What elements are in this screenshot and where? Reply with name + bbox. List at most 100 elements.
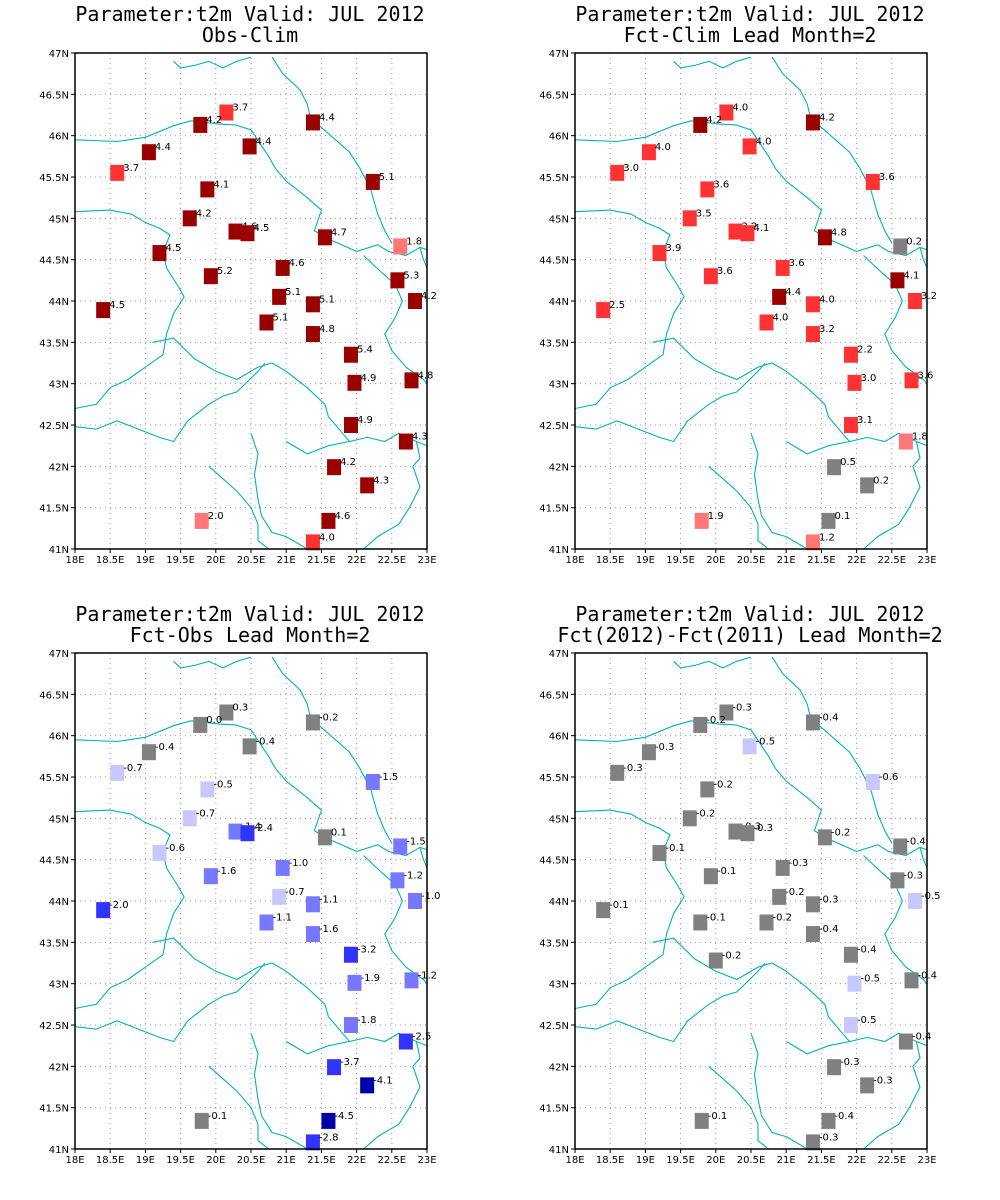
panel-title-line1: Parameter:t2m Valid: JUL 2012 — [75, 602, 424, 626]
lat-tick-label: 44.5N — [39, 856, 69, 867]
station-marker — [740, 225, 755, 242]
station-value-label: 2.0 — [208, 511, 224, 522]
station-marker — [360, 1077, 375, 1094]
country-borders — [75, 656, 427, 1149]
station-value-label: -1.8 — [357, 1015, 377, 1026]
station-value-label: 4.4 — [319, 112, 335, 123]
station-markers: 0.30.0-0.2-0.4-0.4-0.7-1.5-0.5-0.7-1.4-2… — [96, 703, 441, 1151]
station-value-label: -0.4 — [906, 836, 926, 847]
station-marker — [805, 326, 820, 343]
station-value-label: 5.4 — [357, 345, 373, 356]
lon-tick-label: 22E — [847, 1155, 866, 1166]
lat-tick-label: 45N — [49, 814, 69, 825]
station-value-label: -0.5 — [921, 891, 941, 902]
station-value-label: 4.0 — [819, 294, 835, 305]
lon-tick-label: 22.5E — [378, 1155, 407, 1166]
station-marker — [865, 773, 880, 790]
station-marker — [596, 302, 611, 319]
station-value-label: 3.7 — [123, 163, 139, 174]
station-value-label: 4.6 — [334, 511, 350, 522]
station-value-label: -0.3 — [819, 894, 839, 905]
lat-tick-label: 47N — [549, 649, 569, 660]
lat-tick-label: 46N — [49, 132, 69, 143]
station-marker — [596, 902, 611, 919]
lon-tick-label: 19E — [636, 1155, 655, 1166]
station-value-label: 4.8 — [319, 324, 335, 335]
station-marker — [275, 259, 290, 276]
station-marker — [693, 116, 708, 133]
lat-tick-label: 41N — [549, 1145, 569, 1156]
station-value-label: -0.2 — [706, 715, 726, 726]
station-value-label: -1.6 — [319, 924, 339, 935]
station-marker — [641, 144, 656, 161]
station-marker — [182, 810, 197, 827]
station-value-label: -2.4 — [253, 823, 273, 834]
station-marker — [805, 114, 820, 131]
station-marker — [305, 326, 320, 343]
station-marker — [398, 433, 413, 450]
station-marker — [908, 893, 923, 909]
station-value-label: -0.1 — [609, 900, 629, 911]
station-markers: 4.04.24.24.04.03.03.63.63.53.24.14.80.23… — [596, 103, 937, 551]
station-marker — [703, 868, 718, 885]
lat-tick-label: 42N — [49, 462, 69, 473]
station-value-label: 5.1 — [379, 172, 395, 183]
station-marker — [343, 417, 358, 433]
lon-tick-label: 19E — [136, 1155, 155, 1166]
station-marker — [242, 738, 257, 755]
panel-title-line2: Fct(2012)-Fct(2011) Lead Month=2 — [557, 623, 942, 647]
map-panel-4: Parameter:t2m Valid: JUL 2012Fct(2012)-F… — [539, 602, 942, 1166]
station-marker — [259, 314, 274, 331]
station-marker — [194, 512, 209, 529]
lat-tick-label: 43N — [549, 380, 569, 391]
station-value-label: 1.8 — [406, 236, 422, 247]
station-marker — [141, 144, 156, 161]
station-value-label: 4.0 — [655, 142, 671, 153]
station-marker — [817, 829, 832, 846]
station-marker — [893, 238, 908, 255]
station-marker — [305, 1134, 320, 1151]
station-value-label: 0.5 — [840, 457, 856, 468]
station-value-label: 4.5 — [253, 223, 269, 234]
station-value-label: -1.5 — [406, 836, 426, 847]
station-value-label: -0.3 — [789, 858, 809, 869]
station-value-label: -4.5 — [334, 1111, 354, 1122]
station-value-label: 4.0 — [732, 103, 748, 114]
station-marker — [694, 512, 709, 529]
station-value-label: -0.3 — [840, 1057, 860, 1068]
station-value-label: -0.4 — [834, 1111, 854, 1122]
station-value-label: -0.2 — [785, 887, 805, 898]
station-marker — [772, 888, 787, 905]
station-value-label: -0.7 — [123, 763, 143, 774]
lat-tick-label: 47N — [49, 49, 69, 60]
lat-tick-label: 44N — [549, 297, 569, 308]
station-value-label: 0.3 — [232, 703, 248, 714]
station-marker — [182, 210, 197, 227]
station-marker — [805, 926, 820, 943]
lat-tick-label: 45N — [49, 214, 69, 225]
station-marker — [652, 245, 667, 262]
station-marker — [843, 946, 858, 963]
lat-tick-label: 44.5N — [539, 856, 569, 867]
station-marker — [305, 714, 320, 731]
lon-tick-label: 18E — [65, 555, 84, 566]
lon-tick-label: 19.5E — [666, 1155, 695, 1166]
lon-tick-label: 20.5E — [237, 555, 266, 566]
station-marker — [390, 272, 405, 289]
station-value-label: -0.2 — [831, 827, 851, 838]
station-value-label: -0.1 — [208, 1111, 228, 1122]
station-marker — [904, 972, 919, 989]
station-value-label: -0.7 — [196, 808, 216, 819]
station-value-label: 3.6 — [713, 179, 729, 190]
station-marker — [343, 1017, 358, 1033]
station-value-label: 2.2 — [857, 345, 873, 356]
station-value-label: 0.1 — [331, 827, 347, 838]
station-marker — [203, 268, 218, 285]
station-marker — [96, 902, 111, 919]
lat-tick-label: 46.5N — [539, 690, 569, 701]
station-value-label: 4.9 — [360, 373, 376, 384]
station-value-label: 3.6 — [717, 266, 733, 277]
station-value-label: -2.5 — [412, 1032, 432, 1043]
